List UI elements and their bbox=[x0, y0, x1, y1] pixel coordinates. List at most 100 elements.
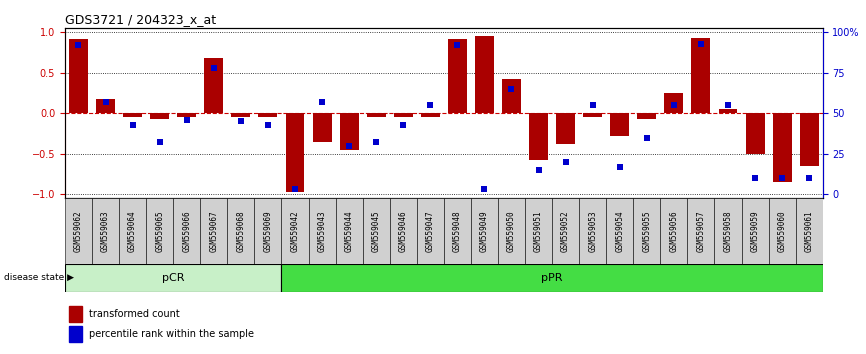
Point bbox=[397, 122, 410, 127]
Text: GSM559064: GSM559064 bbox=[128, 210, 137, 252]
Bar bbox=[255, 198, 281, 264]
Bar bbox=[339, 113, 359, 150]
Bar bbox=[529, 113, 548, 160]
Bar bbox=[421, 113, 440, 116]
Point bbox=[748, 175, 762, 181]
Point bbox=[613, 164, 627, 170]
Point bbox=[72, 42, 86, 48]
Point bbox=[288, 187, 302, 192]
Text: percentile rank within the sample: percentile rank within the sample bbox=[89, 330, 255, 339]
Bar bbox=[200, 198, 227, 264]
Bar bbox=[772, 113, 792, 182]
Bar bbox=[741, 198, 768, 264]
Text: GSM559044: GSM559044 bbox=[345, 210, 353, 252]
Text: GSM559052: GSM559052 bbox=[561, 210, 570, 252]
Point bbox=[667, 102, 681, 108]
Bar bbox=[173, 198, 200, 264]
Bar bbox=[65, 264, 281, 292]
Text: pPR: pPR bbox=[541, 273, 563, 283]
Point bbox=[342, 143, 356, 148]
Text: GSM559069: GSM559069 bbox=[263, 210, 273, 252]
Bar bbox=[637, 113, 656, 119]
Text: GSM559056: GSM559056 bbox=[669, 210, 678, 252]
Bar bbox=[475, 36, 494, 113]
Bar bbox=[633, 198, 660, 264]
Bar bbox=[308, 198, 335, 264]
Bar bbox=[68, 306, 82, 321]
Bar bbox=[799, 113, 818, 166]
Bar bbox=[714, 198, 741, 264]
Bar bbox=[363, 198, 390, 264]
Bar bbox=[146, 198, 173, 264]
Point bbox=[532, 167, 546, 173]
Bar bbox=[606, 198, 633, 264]
Bar bbox=[664, 93, 683, 113]
Point bbox=[505, 86, 519, 92]
Bar bbox=[123, 113, 142, 116]
Bar bbox=[65, 198, 92, 264]
Point bbox=[152, 139, 166, 145]
Bar bbox=[525, 198, 553, 264]
Bar bbox=[92, 198, 119, 264]
Text: GSM559066: GSM559066 bbox=[182, 210, 191, 252]
Bar bbox=[611, 113, 630, 136]
Point bbox=[775, 175, 789, 181]
Text: GSM559068: GSM559068 bbox=[236, 210, 245, 252]
Point bbox=[694, 41, 708, 46]
Bar bbox=[258, 113, 277, 116]
Bar bbox=[394, 113, 413, 116]
Bar bbox=[417, 198, 443, 264]
Bar bbox=[390, 198, 417, 264]
Point bbox=[559, 159, 572, 165]
Text: GSM559046: GSM559046 bbox=[398, 210, 408, 252]
Point bbox=[99, 99, 113, 105]
Point bbox=[261, 122, 275, 127]
Text: GSM559063: GSM559063 bbox=[101, 210, 110, 252]
Point bbox=[802, 175, 816, 181]
Text: GDS3721 / 204323_x_at: GDS3721 / 204323_x_at bbox=[65, 13, 216, 26]
Point bbox=[640, 135, 654, 141]
Text: GSM559054: GSM559054 bbox=[615, 210, 624, 252]
Point bbox=[477, 187, 491, 192]
Bar bbox=[150, 113, 169, 119]
Bar bbox=[796, 198, 823, 264]
Bar bbox=[366, 113, 385, 116]
Text: GSM559051: GSM559051 bbox=[534, 210, 543, 252]
Text: disease state ▶: disease state ▶ bbox=[4, 273, 74, 282]
Bar bbox=[691, 38, 710, 113]
Bar bbox=[281, 198, 308, 264]
Bar bbox=[719, 109, 738, 113]
Bar bbox=[443, 198, 471, 264]
Bar bbox=[746, 113, 765, 154]
Bar bbox=[313, 113, 332, 142]
Bar bbox=[286, 113, 305, 192]
Bar bbox=[69, 39, 88, 113]
Text: GSM559043: GSM559043 bbox=[318, 210, 326, 252]
Text: GSM559045: GSM559045 bbox=[372, 210, 381, 252]
Bar bbox=[688, 198, 714, 264]
Text: GSM559050: GSM559050 bbox=[507, 210, 516, 252]
Point bbox=[234, 119, 248, 124]
Text: GSM559062: GSM559062 bbox=[74, 210, 83, 252]
Bar bbox=[583, 113, 602, 116]
Text: GSM559047: GSM559047 bbox=[426, 210, 435, 252]
Bar bbox=[68, 326, 82, 342]
Bar bbox=[768, 198, 796, 264]
Point bbox=[721, 102, 735, 108]
Bar bbox=[204, 58, 223, 113]
Point bbox=[369, 139, 383, 145]
Bar bbox=[660, 198, 688, 264]
Text: GSM559058: GSM559058 bbox=[723, 210, 733, 252]
Text: GSM559057: GSM559057 bbox=[696, 210, 706, 252]
Text: GSM559049: GSM559049 bbox=[480, 210, 489, 252]
Point bbox=[585, 102, 599, 108]
Bar bbox=[96, 99, 115, 113]
Text: GSM559065: GSM559065 bbox=[155, 210, 165, 252]
Point bbox=[423, 102, 437, 108]
Point bbox=[207, 65, 221, 71]
Text: GSM559042: GSM559042 bbox=[290, 210, 300, 252]
Text: GSM559061: GSM559061 bbox=[805, 210, 814, 252]
Bar bbox=[178, 113, 197, 116]
Text: GSM559060: GSM559060 bbox=[778, 210, 786, 252]
Point bbox=[126, 122, 139, 127]
